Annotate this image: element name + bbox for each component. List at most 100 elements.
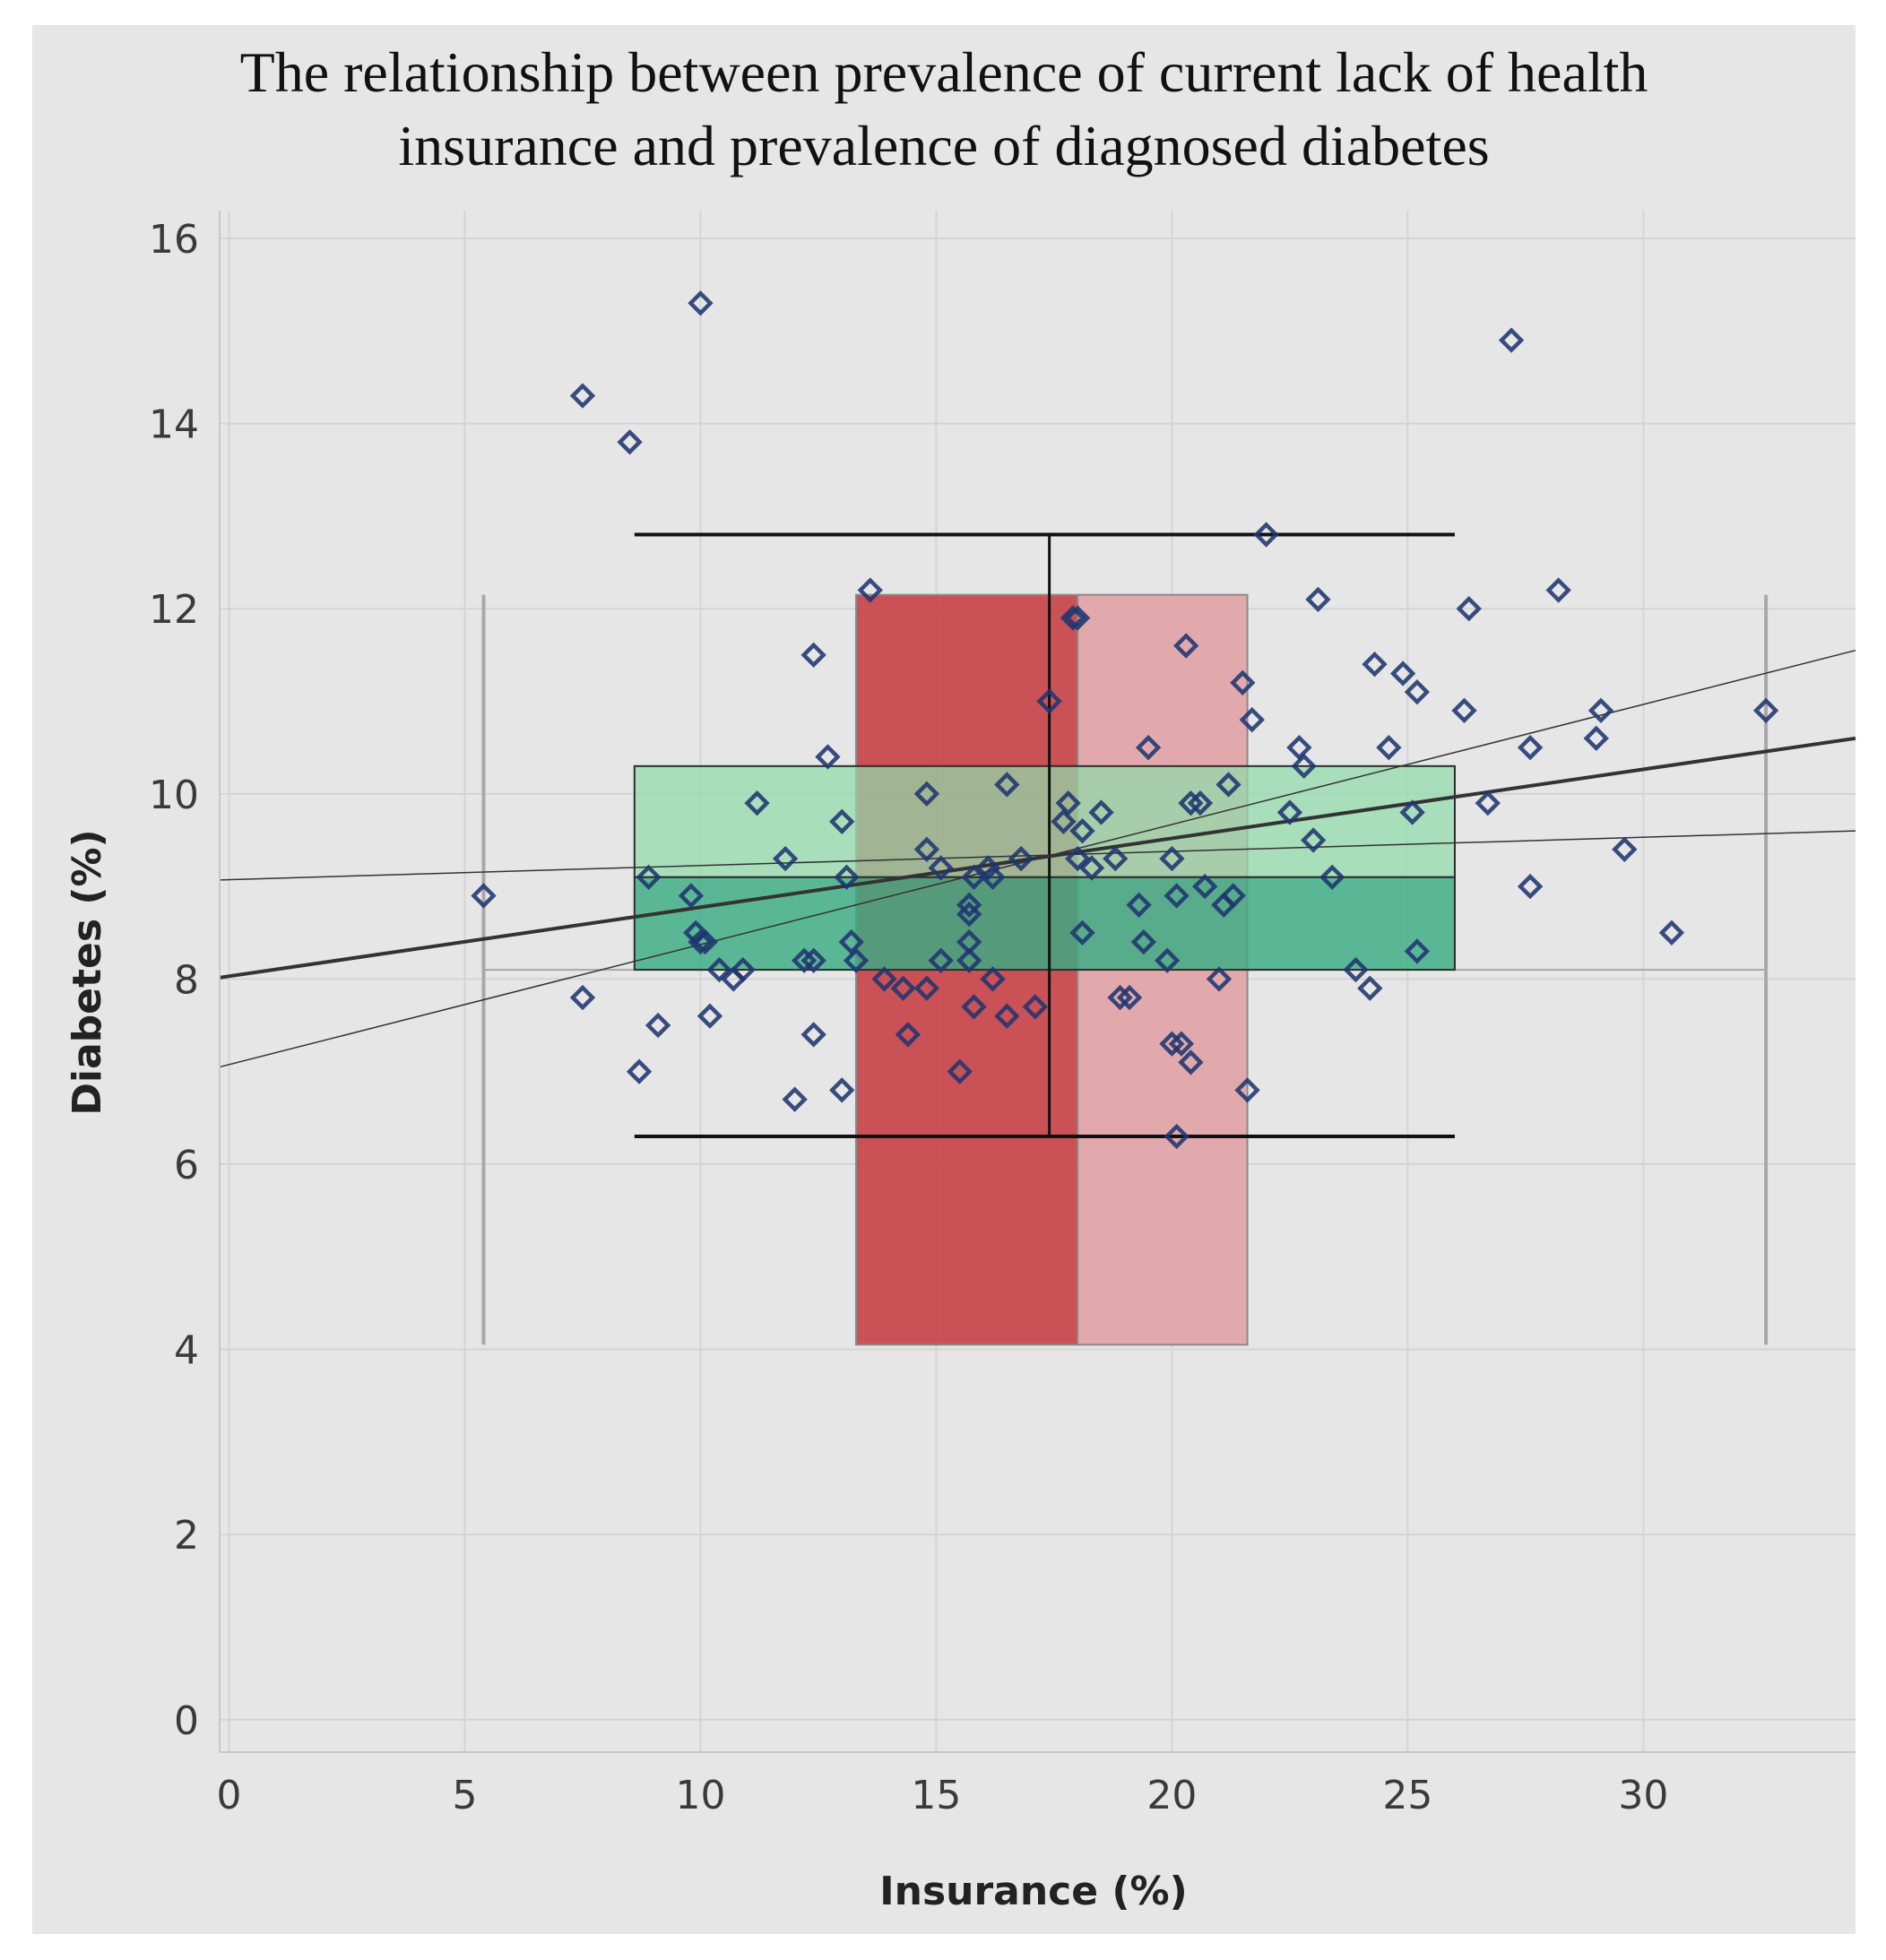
data-point-2 (569, 984, 596, 1011)
data-point-25 (829, 808, 855, 834)
data-point-6 (645, 1012, 671, 1039)
data-point-24 (829, 1077, 855, 1103)
y-tick-label-6: 6 (174, 1143, 199, 1188)
data-point-81 (1216, 772, 1241, 798)
axes: 0 5 10 15 20 25 30 0 2 4 6 8 10 12 14 16 (149, 211, 1856, 1818)
data-point-33 (913, 781, 940, 807)
data-point-62 (1103, 845, 1129, 872)
data-point-74 (1172, 633, 1199, 659)
data-point-71 (1164, 883, 1190, 909)
data-point-99 (1404, 678, 1431, 705)
data-point-18 (782, 1086, 808, 1112)
x-tick-label-5: 5 (452, 1773, 477, 1818)
data-point-45 (975, 855, 1001, 881)
y-tick-label-14: 14 (149, 402, 199, 448)
data-point-36 (928, 855, 954, 881)
y-tick-label-12: 12 (149, 587, 199, 633)
data-point-61 (1088, 799, 1114, 825)
data-point-60 (1078, 855, 1105, 881)
data-point-44 (961, 864, 987, 890)
data-point-68 (1154, 947, 1181, 973)
data-point-104 (1498, 327, 1525, 353)
data-point-10 (688, 928, 714, 955)
data-point-89 (1291, 753, 1317, 780)
data-point-102 (1456, 596, 1482, 622)
data-point-51 (1022, 994, 1049, 1020)
data-point-15 (730, 956, 756, 983)
data-point-16 (744, 790, 770, 816)
data-point-30 (871, 966, 897, 992)
data-point-82 (1220, 883, 1246, 909)
data-point-93 (1343, 956, 1369, 983)
diabetes-box-upper (633, 764, 1456, 878)
data-point-97 (1389, 661, 1416, 686)
data-point-34 (913, 975, 940, 1001)
data-point-0 (471, 883, 497, 909)
data-point-47 (980, 864, 1006, 890)
y-tick-label-10: 10 (149, 773, 199, 818)
data-point-59 (1069, 817, 1095, 844)
data-point-57 (1065, 605, 1091, 631)
data-point-58 (1069, 920, 1095, 945)
x-tick-label-30: 30 (1618, 1773, 1668, 1818)
data-point-107 (1545, 577, 1571, 603)
data-point-70 (1159, 1031, 1185, 1057)
y-axis-title: Diabetes (%) (65, 829, 110, 1115)
data-point-12 (696, 1003, 723, 1029)
data-point-29 (857, 577, 883, 603)
data-point-84 (1234, 1077, 1260, 1103)
data-point-31 (890, 975, 916, 1001)
data-point-55 (1060, 605, 1086, 631)
data-point-76 (1178, 1049, 1204, 1075)
data-point-32 (895, 1022, 921, 1048)
data-point-35 (913, 836, 940, 862)
data-point-106 (1517, 873, 1544, 900)
y-tick-label-4: 4 (174, 1328, 199, 1374)
data-point-95 (1362, 652, 1388, 678)
data-point-111 (1658, 920, 1685, 945)
data-point-54 (1055, 790, 1081, 816)
data-point-65 (1126, 892, 1152, 918)
data-point-105 (1517, 734, 1544, 761)
diabetes-box-lower (633, 876, 1456, 971)
data-point-98 (1399, 799, 1425, 825)
data-point-92 (1319, 864, 1345, 890)
data-point-87 (1276, 799, 1303, 825)
chart-title: The relationship between prevalence of c… (32, 36, 1856, 183)
data-point-67 (1135, 734, 1162, 761)
data-point-49 (994, 1003, 1020, 1029)
data-point-26 (834, 864, 860, 890)
x-tick-label-15: 15 (911, 1773, 961, 1818)
y-tick-label-2: 2 (174, 1513, 199, 1559)
data-point-75 (1178, 790, 1204, 816)
data-point-7 (678, 883, 705, 909)
data-point-37 (928, 947, 954, 973)
data-point-23 (815, 744, 841, 770)
data-point-103 (1475, 790, 1501, 816)
x-tick-label-10: 10 (675, 1773, 725, 1818)
data-point-19 (791, 947, 818, 973)
y-tick-label-0: 0 (174, 1698, 199, 1744)
data-point-83 (1230, 669, 1256, 696)
data-point-21 (800, 642, 826, 669)
data-point-22 (800, 947, 826, 973)
data-point-52 (1036, 688, 1062, 714)
data-point-86 (1253, 522, 1279, 548)
data-point-100 (1404, 938, 1431, 964)
data-point-50 (1008, 845, 1034, 872)
data-point-3 (617, 429, 643, 455)
y-tick-label-16: 16 (149, 217, 199, 263)
data-point-13 (706, 956, 732, 983)
data-point-5 (636, 864, 662, 890)
data-point-79 (1206, 966, 1233, 992)
data-point-77 (1187, 790, 1214, 816)
data-point-73 (1168, 1031, 1195, 1057)
data-point-41 (956, 947, 982, 973)
data-point-11 (692, 928, 718, 955)
data-point-108 (1583, 725, 1609, 752)
data-point-38 (947, 1058, 973, 1084)
confidence-line-b (219, 649, 1856, 1068)
data-point-63 (1107, 984, 1133, 1011)
trend-line (219, 736, 1856, 980)
